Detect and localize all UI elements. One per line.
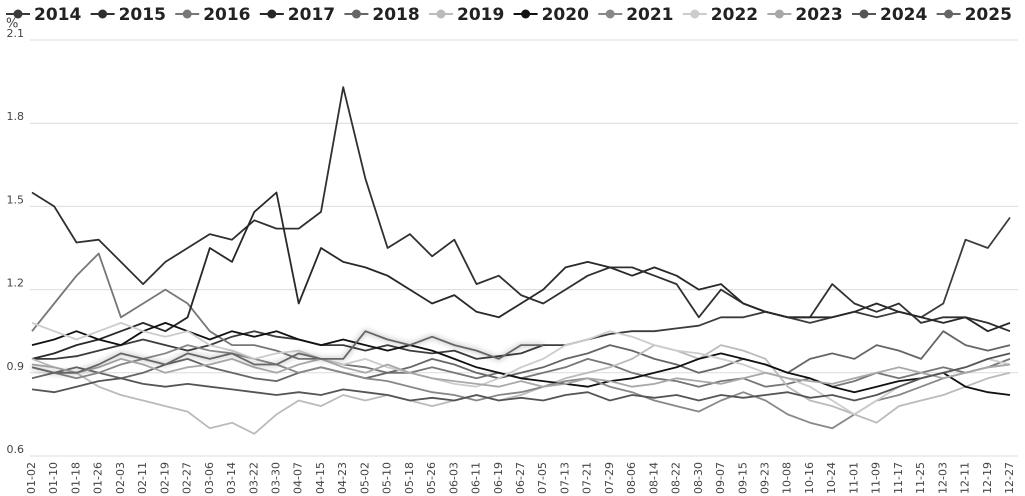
legend-label: 2016 [203,5,250,25]
x-tick-label: 11-25 [914,462,927,494]
legend-marker-dot [351,9,361,19]
series-line [31,322,1011,396]
y-tick-label: 0.9 [7,360,25,373]
legend-label: 2023 [795,5,842,25]
x-tick-label: 07-05 [536,462,549,494]
y-tick-label: 0.6 [7,443,25,456]
x-tick-label: 10-24 [825,462,838,494]
legend-label: 2015 [119,5,166,25]
x-tick-label: 07-29 [603,462,616,494]
legend-marker-dot [605,9,615,19]
x-tick-label: 01-02 [25,462,38,494]
series-line [31,322,1011,416]
x-tick-label: 12-03 [936,462,949,494]
x-tick-label: 02-19 [158,462,171,494]
x-tick-label: 01-18 [69,462,82,494]
legend-label: 2021 [626,5,673,25]
series-line [31,358,1011,388]
x-tick-label: 04-07 [292,462,305,494]
series-line [31,344,1011,435]
x-tick-label: 02-27 [181,462,194,494]
legend-marker-dot [774,9,784,19]
y-tick-label: 1.8 [7,110,25,123]
series-line [31,330,544,374]
legend-marker-dot [521,9,531,19]
x-tick-label: 08-14 [647,462,660,494]
legend-marker-dot [98,9,108,19]
x-tick-label: 06-11 [470,462,483,494]
x-tick-label: 08-30 [692,462,705,494]
x-tick-label: 12-27 [1003,462,1016,494]
series-line [31,352,1011,402]
legend-marker-dot [13,9,23,19]
x-tick-label: 09-07 [714,462,727,494]
legend-label: 2014 [34,5,81,25]
y-unit-label: % [6,17,18,32]
series-line [31,330,1011,382]
legend-label: 2017 [288,5,335,25]
x-tick-label: 10-16 [803,462,816,494]
legend-marker-dot [944,9,954,19]
series-line [32,216,1011,360]
x-tick-label: 08-22 [670,462,683,494]
x-tick-label: 11-17 [892,462,905,494]
x-tick-label: 09-23 [759,462,772,494]
legend-label: 2024 [880,5,927,25]
legend-marker-dot [182,9,192,19]
x-tick-label: 03-22 [247,462,260,494]
x-tick-label: 09-15 [736,462,749,494]
legend-marker-dot [690,9,700,19]
legend-label: 2022 [711,5,758,25]
x-tick-label: 01-26 [92,462,105,494]
legend-label: 2019 [457,5,504,25]
series-line [31,191,1011,360]
x-tick-label: 12-11 [959,462,972,494]
y-tick-label: 1.2 [7,277,25,290]
x-tick-label: 04-23 [336,462,349,494]
series-line [31,344,1011,430]
legend-label: 2025 [965,5,1012,25]
x-tick-label: 03-06 [203,462,216,494]
x-tick-label: 10-08 [781,462,794,494]
x-tick-label: 08-06 [625,462,638,494]
legend-label: 2018 [372,5,419,25]
x-tick-label: 06-19 [492,462,505,494]
x-tick-label: 03-30 [270,462,283,494]
legend-marker-dot [436,9,446,19]
x-tick-label: 04-15 [314,462,327,494]
x-tick-label: 02-11 [136,462,149,494]
x-tick-label: 07-13 [558,462,571,494]
x-tick-label: 05-26 [425,462,438,494]
y-tick-label: 2.1 [7,27,25,40]
x-tick-label: 03-14 [225,462,238,494]
x-tick-label: 01-10 [47,462,60,494]
legend-label: 2020 [542,5,589,25]
x-tick-label: 05-10 [381,462,394,494]
y-tick-label: 1.5 [7,193,25,206]
legend-marker-dot [267,9,277,19]
x-tick-label: 02-03 [114,462,127,494]
x-tick-label: 11-01 [847,462,860,494]
x-tick-label: 11-09 [870,462,883,494]
x-tick-label: 06-03 [447,462,460,494]
x-tick-label: 05-18 [403,462,416,494]
series-line [31,86,1011,333]
x-tick-label: 05-02 [358,462,371,494]
x-tick-label: 06-27 [514,462,527,494]
x-tick-label: 07-21 [581,462,594,494]
x-tick-label: 12-19 [981,462,994,494]
legend-marker-dot [859,9,869,19]
